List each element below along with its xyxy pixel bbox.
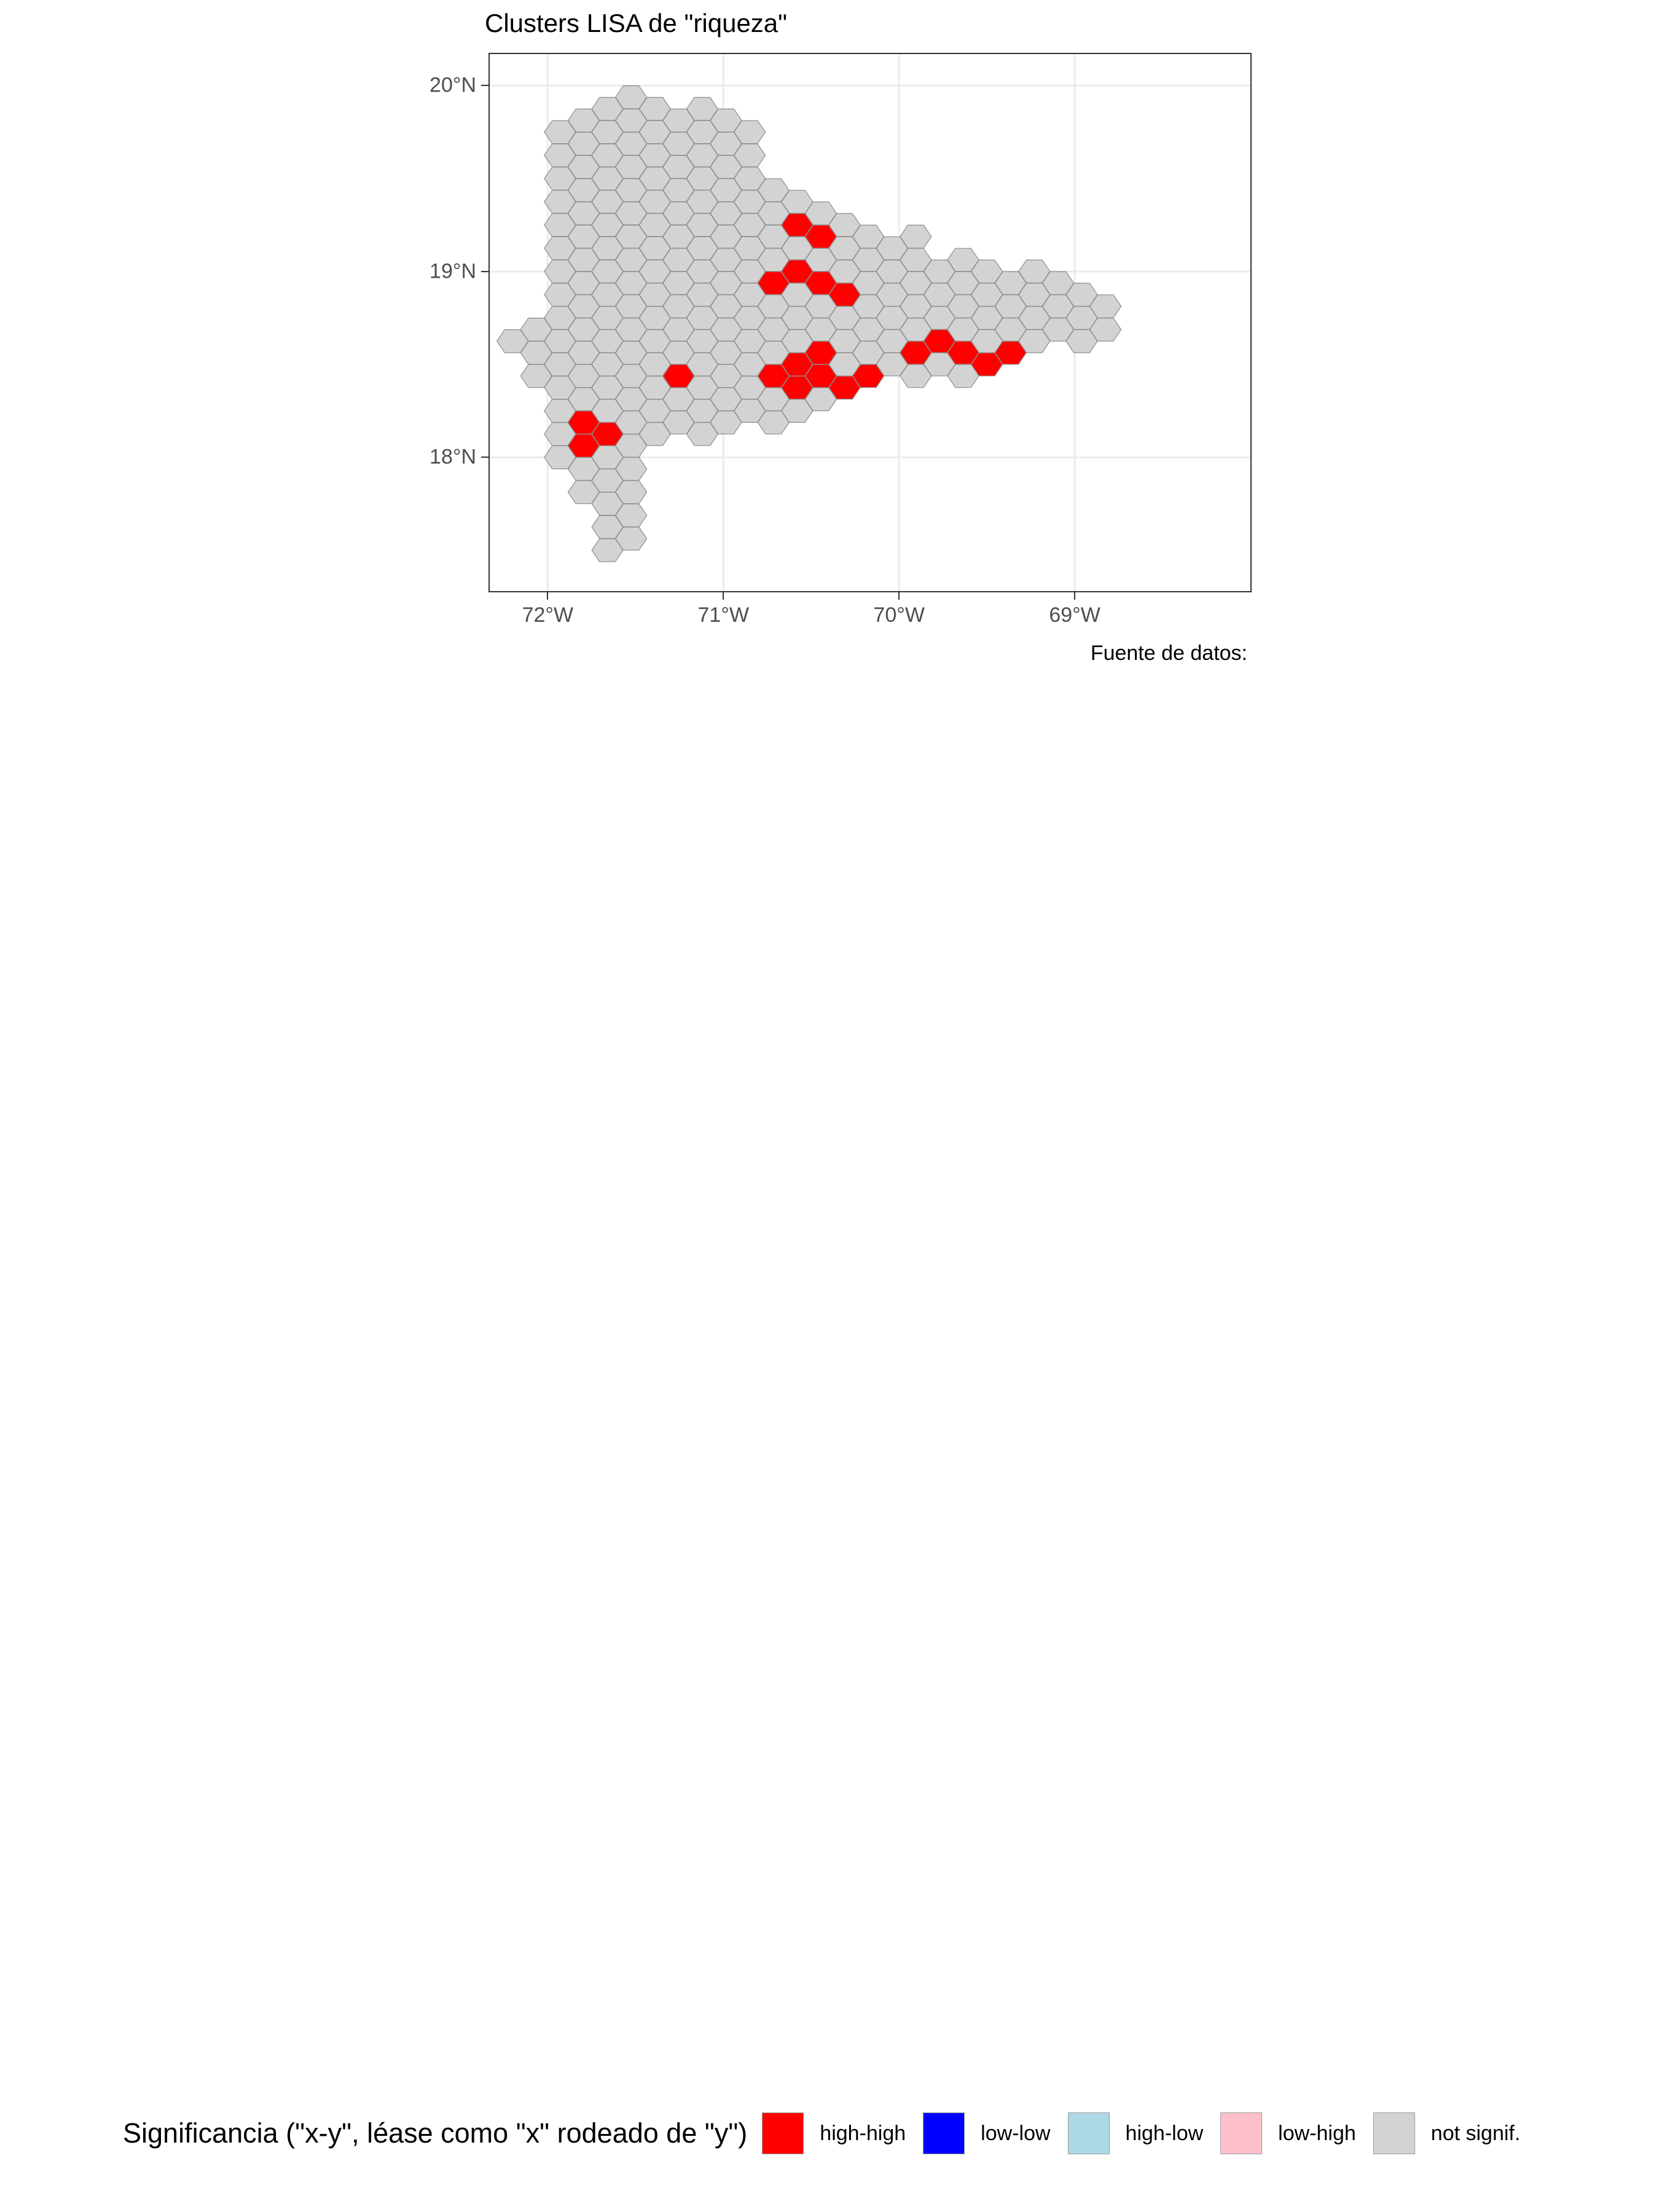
hexagon-layer	[496, 85, 1122, 562]
x-tick-label: 70°W	[873, 603, 925, 627]
x-tick	[547, 592, 549, 600]
legend-label-high-low: high-low	[1125, 2121, 1204, 2145]
y-tick	[481, 457, 488, 458]
legend-item-low-low: low-low	[923, 2112, 1051, 2154]
x-tick-label: 69°W	[1049, 603, 1100, 627]
legend-item-high-high: high-high	[762, 2112, 906, 2154]
legend: Significancia ("x-y", léase como "x" rod…	[123, 2111, 1537, 2155]
legend-key-high-low	[1067, 2112, 1110, 2154]
y-tick-label: 18°N	[429, 445, 476, 469]
y-tick-label: 19°N	[429, 259, 476, 283]
map-title: Clusters LISA de "riqueza"	[485, 9, 788, 37]
legend-item-high-low: high-low	[1067, 2112, 1204, 2154]
legend-key-low-high	[1220, 2112, 1263, 2154]
x-tick-label: 72°W	[522, 603, 574, 627]
legend-item-not-signif: not signif.	[1373, 2112, 1521, 2154]
hexagon-not-signif	[900, 224, 932, 249]
y-tick	[481, 270, 488, 272]
x-tick	[723, 592, 724, 600]
legend-key-low-low	[923, 2112, 965, 2154]
source-caption: Fuente de datos:	[1090, 641, 1247, 665]
legend-label-low-high: low-high	[1278, 2121, 1356, 2145]
legend-title: Significancia ("x-y", léase como "x" rod…	[123, 2117, 748, 2149]
map-plot	[490, 54, 1250, 591]
legend-key-not-signif	[1373, 2112, 1415, 2154]
legend-label-not-signif: not signif.	[1430, 2121, 1521, 2145]
legend-label-high-high: high-high	[820, 2121, 906, 2145]
legend-item-low-high: low-high	[1220, 2112, 1356, 2154]
x-tick	[898, 592, 900, 600]
y-tick	[481, 85, 488, 87]
hexagon-not-signif	[614, 85, 648, 109]
legend-label-low-low: low-low	[981, 2121, 1051, 2145]
y-tick-label: 20°N	[429, 73, 476, 97]
map-panel	[488, 53, 1252, 592]
x-tick	[1074, 592, 1076, 600]
x-tick-label: 71°W	[697, 603, 750, 627]
hexagon-not-signif	[1018, 259, 1051, 284]
hexagon-not-signif	[947, 248, 979, 272]
hexagon-not-signif	[686, 96, 719, 121]
legend-key-high-high	[762, 2112, 804, 2154]
